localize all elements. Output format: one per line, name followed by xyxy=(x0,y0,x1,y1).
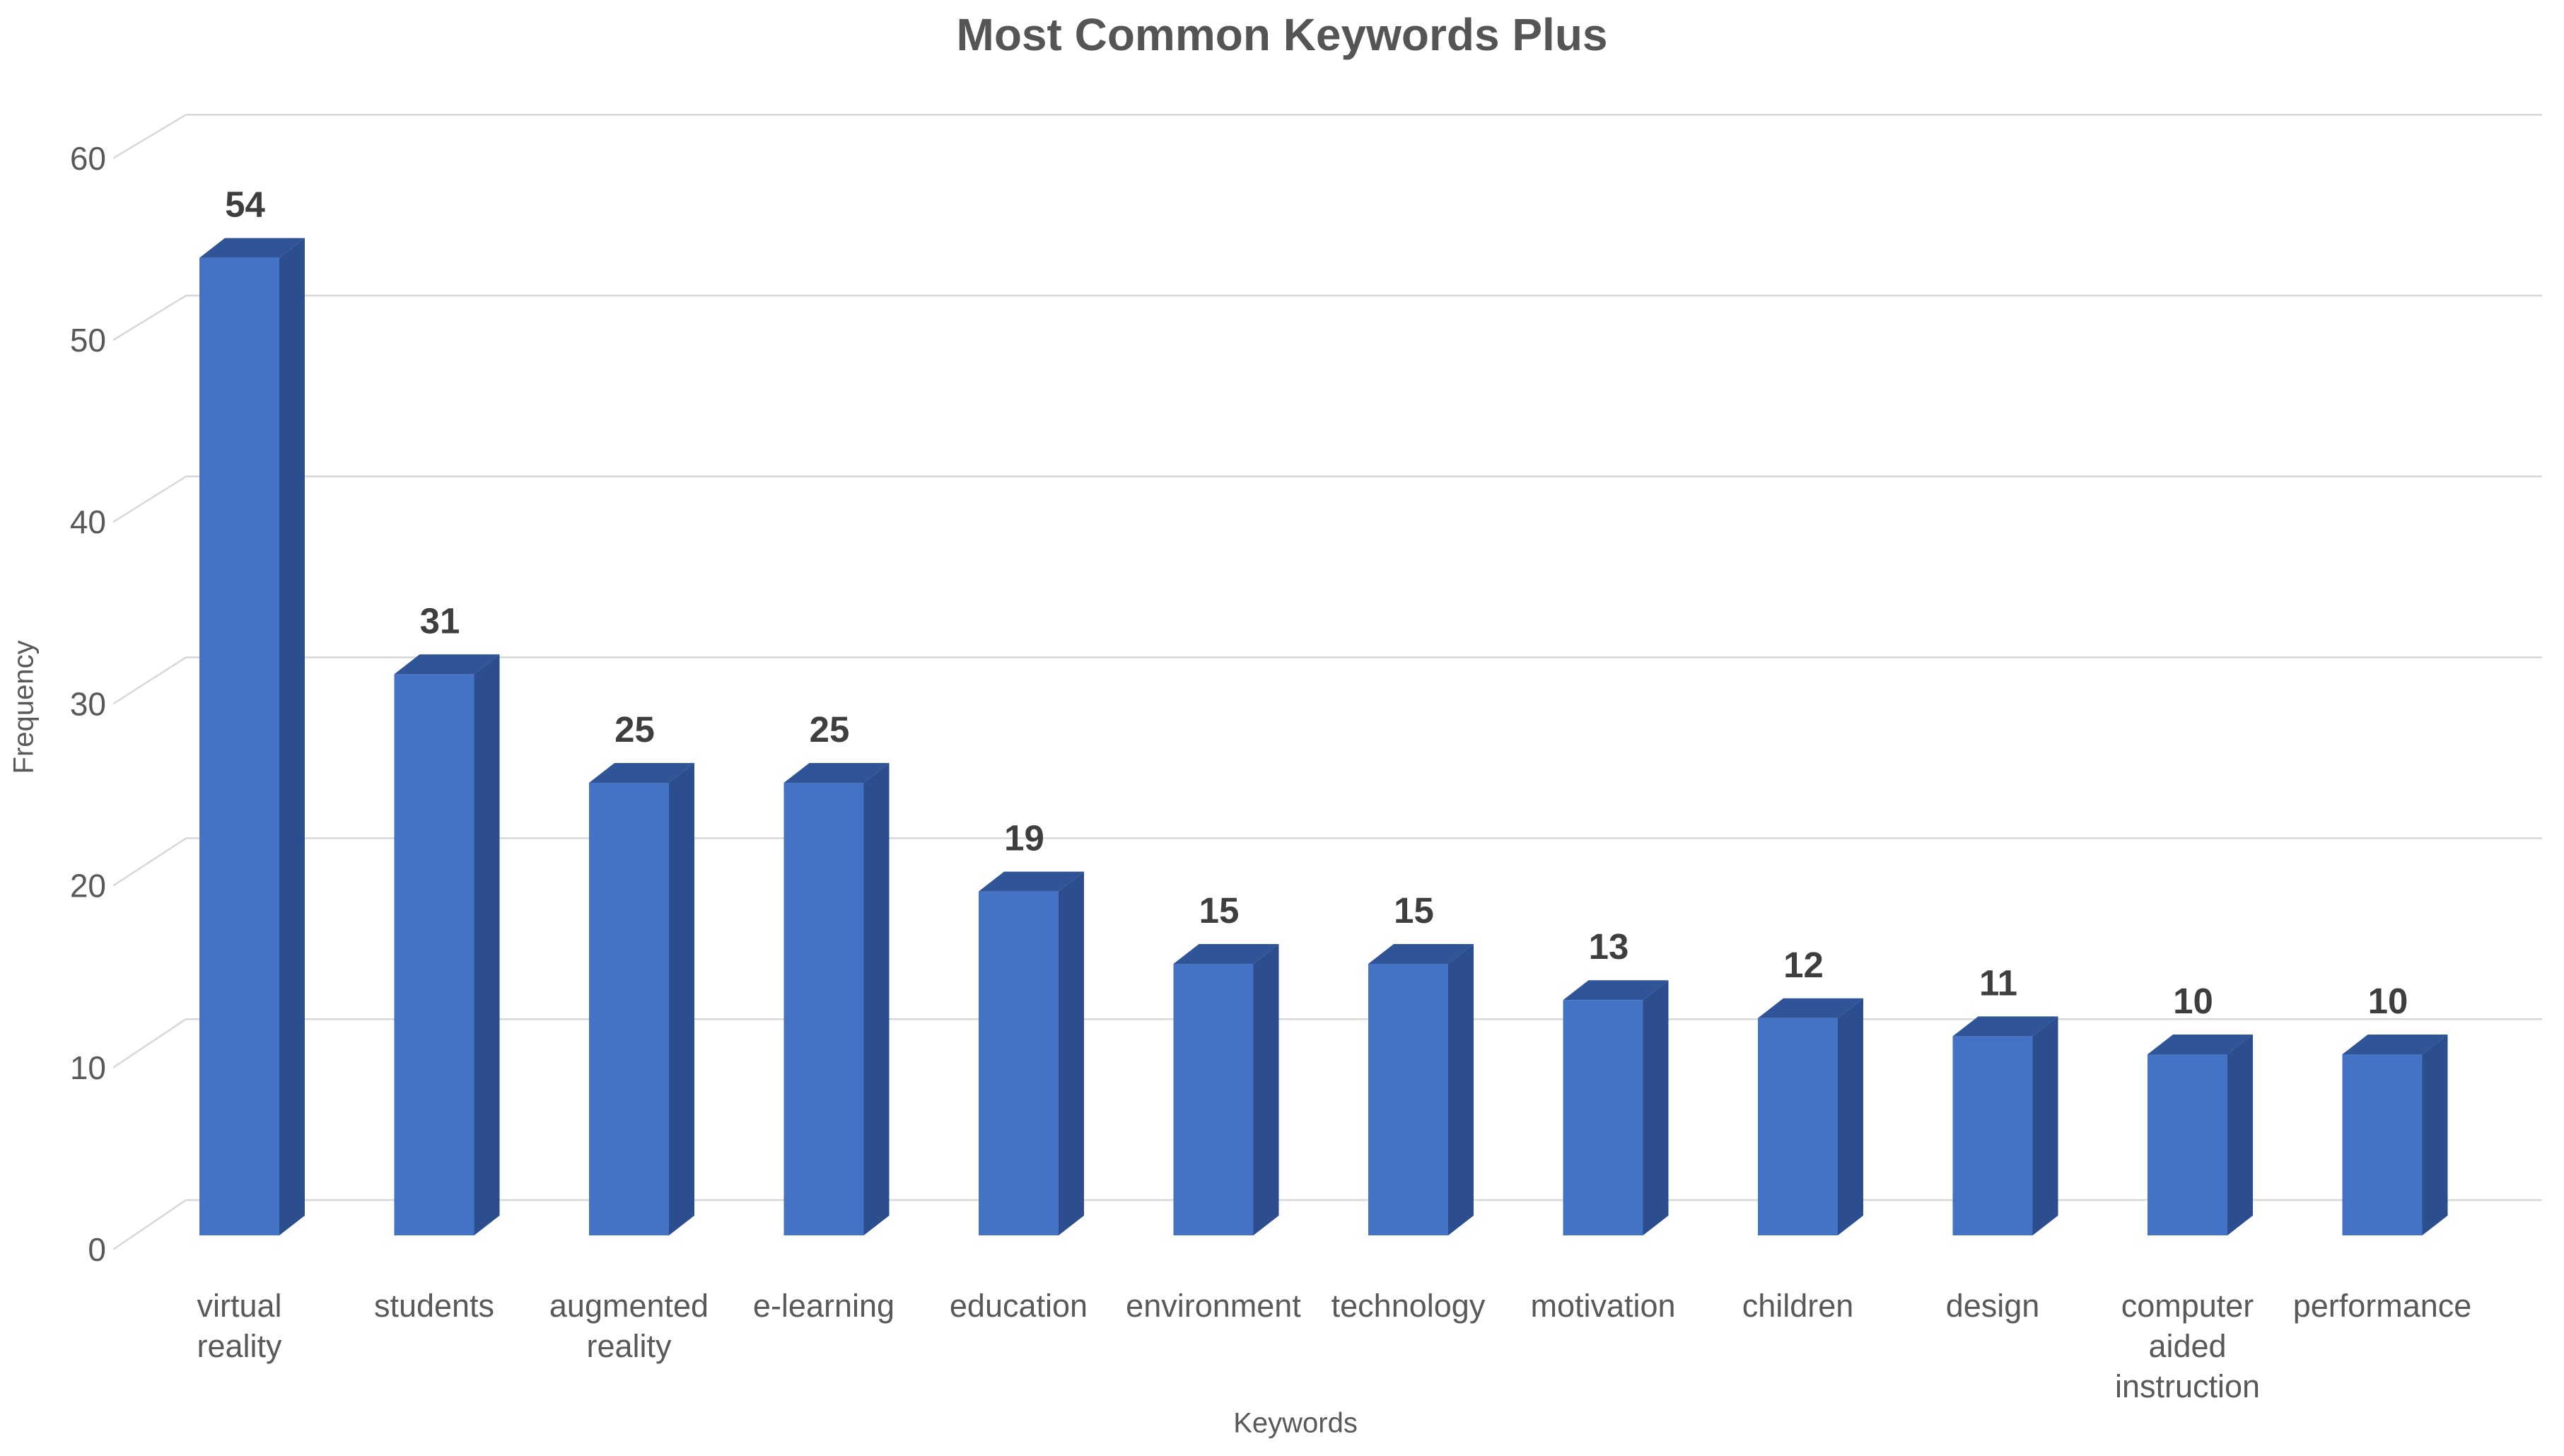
value-label: 25 xyxy=(614,709,655,750)
value-label: 19 xyxy=(1004,818,1044,858)
bar-top-face xyxy=(1563,980,1669,1001)
bar-top-face xyxy=(1758,998,1863,1018)
category-label: students xyxy=(374,1288,494,1324)
bar-side-face xyxy=(669,763,694,1235)
bar-side-face xyxy=(2032,1016,2058,1235)
bar-side-face xyxy=(1643,980,1669,1235)
category-label: motivation xyxy=(1530,1288,1675,1324)
category-label: e-learning xyxy=(753,1288,895,1324)
y-tick-label: 20 xyxy=(70,868,106,904)
category-label: environment xyxy=(1126,1288,1301,1324)
value-label: 10 xyxy=(2173,981,2213,1021)
bar-side-face xyxy=(474,654,500,1235)
category-label: performance xyxy=(2293,1288,2472,1324)
bar-front-face xyxy=(2342,1054,2423,1235)
y-tick-label: 30 xyxy=(70,685,106,722)
bar-front-face xyxy=(1368,964,1448,1235)
bar-top-face xyxy=(783,763,890,783)
value-label: 12 xyxy=(1783,945,1824,985)
bar-top-face xyxy=(979,871,1084,892)
bar-top-face xyxy=(1173,944,1279,964)
value-label: 31 xyxy=(420,600,460,641)
bar-side-face xyxy=(1838,998,1863,1235)
bar-top-face xyxy=(394,654,500,675)
value-label: 54 xyxy=(225,185,265,225)
value-label: 11 xyxy=(1979,962,2017,1003)
gridline-connector xyxy=(112,1199,187,1251)
gridline-connector xyxy=(112,475,187,523)
bar-side-face xyxy=(2422,1035,2448,1235)
category-label: virtual reality xyxy=(197,1288,282,1364)
value-label: 15 xyxy=(1199,890,1240,931)
bar-top-face xyxy=(2148,1035,2253,1054)
gridline-connector xyxy=(112,294,187,342)
bar-side-face xyxy=(279,238,305,1236)
y-tick-label: 10 xyxy=(70,1049,106,1086)
bar-front-face xyxy=(589,783,669,1235)
value-label: 25 xyxy=(810,709,850,750)
y-tick-label: 50 xyxy=(70,322,106,359)
y-tick-label: 40 xyxy=(70,503,106,540)
x-axis-title: Keywords xyxy=(1233,1407,1358,1439)
gridline-connector xyxy=(112,837,187,887)
category-label: augmented reality xyxy=(549,1288,709,1364)
bar-front-face xyxy=(199,257,279,1236)
value-label: 15 xyxy=(1394,890,1434,931)
bar-front-face xyxy=(2148,1054,2227,1235)
bar-top-face xyxy=(2342,1035,2448,1054)
category-label: computer aided instruction xyxy=(2115,1288,2260,1404)
y-tick-label: 60 xyxy=(70,140,106,177)
category-label: design xyxy=(1946,1288,2040,1324)
gridline-connector xyxy=(112,114,187,159)
bar-side-face xyxy=(1059,871,1084,1235)
y-tick-label: 0 xyxy=(88,1231,106,1268)
bar-side-face xyxy=(1253,944,1279,1235)
bar-side-face xyxy=(863,763,890,1235)
value-label: 10 xyxy=(2368,981,2408,1021)
gridline-connector xyxy=(112,1018,187,1068)
bar-front-face xyxy=(1563,1000,1643,1235)
chart-title: Most Common Keywords Plus xyxy=(956,9,1608,60)
bar-front-face xyxy=(1758,1018,1838,1235)
bar-top-face xyxy=(1952,1016,2058,1037)
bar-top-face xyxy=(199,238,305,258)
bar-top-face xyxy=(589,763,694,783)
bar-front-face xyxy=(783,783,864,1235)
value-label: 13 xyxy=(1589,926,1629,967)
category-label: children xyxy=(1742,1288,1854,1324)
bar-front-face xyxy=(979,891,1059,1235)
category-label: education xyxy=(950,1288,1088,1324)
category-label: technology xyxy=(1331,1288,1486,1324)
gridline-connector xyxy=(112,656,187,705)
bar-front-face xyxy=(1952,1036,2033,1235)
bar-side-face xyxy=(1448,944,1474,1235)
bar-front-face xyxy=(1173,964,1254,1235)
bar-top-face xyxy=(1368,944,1474,964)
bar-front-face xyxy=(394,674,474,1235)
bar-side-face xyxy=(2227,1035,2253,1235)
